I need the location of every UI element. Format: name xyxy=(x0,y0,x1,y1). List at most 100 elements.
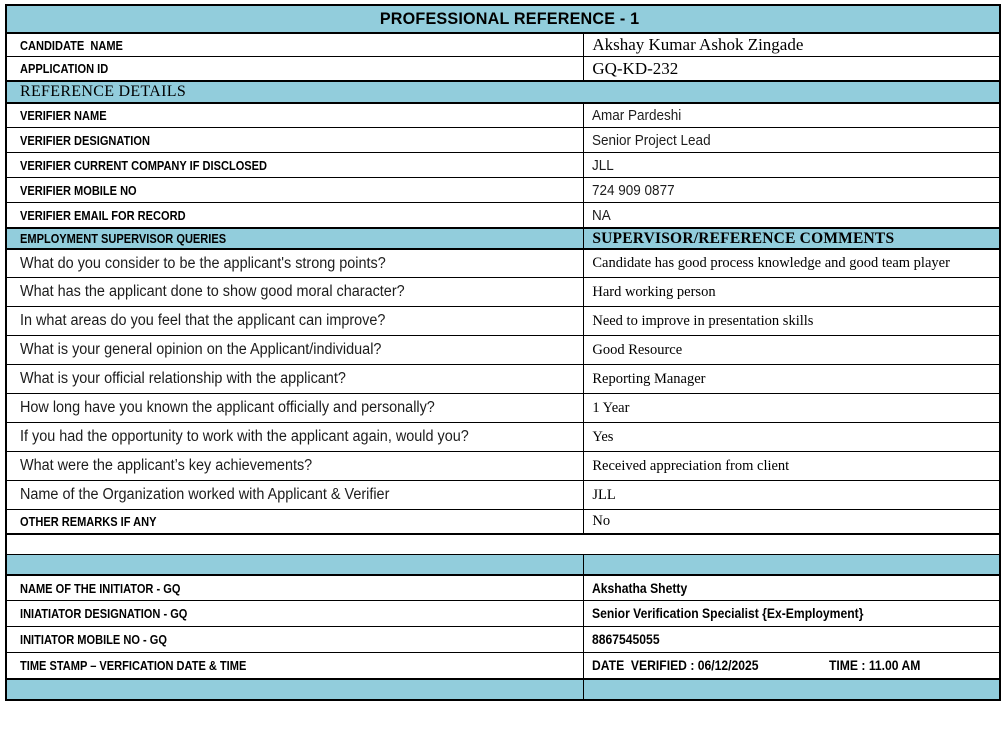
application-id-value: GQ-KD-232 xyxy=(592,58,679,78)
field-label-cell: NAME OF THE INITIATOR - GQ xyxy=(7,576,585,600)
other-remarks-value-cell: No xyxy=(584,510,999,533)
reference-details-section-title: REFERENCE DETAILS xyxy=(20,83,187,100)
answer-cell: Candidate has good process knowledge and… xyxy=(584,250,999,277)
application-id-row: APPLICATION ID GQ-KD-232 xyxy=(7,56,999,80)
question-cell: Name of the Organization worked with App… xyxy=(7,481,585,509)
verifier-mobile-row: VERIFIER MOBILE NO 724 909 0877 xyxy=(7,177,999,202)
other-remarks-row: OTHER REMARKS IF ANY No xyxy=(7,509,999,533)
form-title: PROFESSIONAL REFERENCE - 1 xyxy=(379,9,640,28)
qa-row: Name of the Organization worked with App… xyxy=(7,480,999,509)
answer-cell: Good Resource xyxy=(584,336,999,364)
question-cell: What is your general opinion on the Appl… xyxy=(7,336,585,364)
bottom-blue-left-cell xyxy=(7,680,585,699)
question-cell: How long have you known the applicant of… xyxy=(7,394,585,422)
application-id-value-cell: GQ-KD-232 xyxy=(584,57,999,80)
question-cell: What do you consider to be the applicant… xyxy=(7,250,585,277)
verifier-name-value: Amar Pardeshi xyxy=(592,107,682,124)
qa-row: What has the applicant done to show good… xyxy=(7,277,999,306)
field-value-cell: JLL xyxy=(584,153,999,177)
form-title-row: PROFESSIONAL REFERENCE - 1 xyxy=(7,6,999,32)
candidate-name-label: CANDIDATE NAME xyxy=(20,37,123,53)
answer-cell: Received appreciation from client xyxy=(584,452,999,480)
field-value-cell: Senior Verification Specialist {Ex-Emplo… xyxy=(584,601,999,626)
application-id-label: APPLICATION ID xyxy=(20,61,109,76)
question-text: What is your general opinion on the Appl… xyxy=(20,341,382,358)
blue-spacer-left-cell xyxy=(7,555,585,574)
field-label-cell: VERIFIER MOBILE NO xyxy=(7,178,585,202)
field-value-cell: 8867545055 xyxy=(584,627,999,652)
initiator-mobile-value: 8867545055 xyxy=(592,632,660,647)
question-text: What were the applicant’s key achievemen… xyxy=(20,457,313,474)
answer-cell: Need to improve in presentation skills xyxy=(584,307,999,335)
field-label-cell: VERIFIER DESIGNATION xyxy=(7,128,585,152)
initiator-designation-label: INIATIATOR DESIGNATION - GQ xyxy=(20,606,188,621)
verifier-mobile-label: VERIFIER MOBILE NO xyxy=(20,182,137,198)
field-value-cell: NA xyxy=(584,203,999,227)
answer-text: Good Resource xyxy=(592,341,683,358)
qa-row: In what areas do you feel that the appli… xyxy=(7,306,999,335)
qa-row: How long have you known the applicant of… xyxy=(7,393,999,422)
qa-row: What were the applicant’s key achievemen… xyxy=(7,451,999,480)
question-text: In what areas do you feel that the appli… xyxy=(20,312,386,329)
answer-text: Reporting Manager xyxy=(592,370,706,387)
field-label-cell: INIATIATOR DESIGNATION - GQ xyxy=(7,601,585,626)
bottom-blue-row xyxy=(7,678,999,699)
timestamp-label-cell: TIME STAMP – VERFICATION DATE & TIME xyxy=(7,653,585,678)
timestamp-label: TIME STAMP – VERFICATION DATE & TIME xyxy=(20,658,247,673)
question-text: How long have you known the applicant of… xyxy=(20,399,435,416)
field-label-cell: INITIATOR MOBILE NO - GQ xyxy=(7,627,585,652)
initiator-designation-row: INIATIATOR DESIGNATION - GQ Senior Verif… xyxy=(7,600,999,626)
blank-spacer-row xyxy=(7,533,999,554)
field-value-cell: Akshatha Shetty xyxy=(584,576,999,600)
answer-text: Hard working person xyxy=(592,283,716,300)
queries-header-row: EMPLOYMENT SUPERVISOR QUERIES SUPERVISOR… xyxy=(7,227,999,248)
question-text: What has the applicant done to show good… xyxy=(20,283,405,300)
initiator-name-value: Akshatha Shetty xyxy=(592,580,688,596)
answer-text: Need to improve in presentation skills xyxy=(592,312,814,329)
other-remarks-label: OTHER REMARKS IF ANY xyxy=(20,514,157,529)
verifier-name-row: VERIFIER NAME Amar Pardeshi xyxy=(7,102,999,127)
question-text: What is your official relationship with … xyxy=(20,370,346,387)
answer-cell: Reporting Manager xyxy=(584,365,999,393)
question-cell: What has the applicant done to show good… xyxy=(7,278,585,306)
field-value-cell: Senior Project Lead xyxy=(584,128,999,152)
question-text: Name of the Organization worked with App… xyxy=(20,486,390,503)
queries-header-left: EMPLOYMENT SUPERVISOR QUERIES xyxy=(20,231,227,246)
question-cell: What were the applicant’s key achievemen… xyxy=(7,452,585,480)
answer-text: 1 Year xyxy=(592,399,630,416)
answer-text: Candidate has good process knowledge and… xyxy=(592,255,950,271)
field-value-cell: Amar Pardeshi xyxy=(584,104,999,127)
question-cell: What is your official relationship with … xyxy=(7,365,585,393)
timestamp-value-cell: DATE VERIFIED : 06/12/2025 TIME : 11.00 … xyxy=(584,653,999,678)
timestamp-date-value: DATE VERIFIED : 06/12/2025 xyxy=(592,658,759,673)
other-remarks-label-cell: OTHER REMARKS IF ANY xyxy=(7,510,585,533)
timestamp-time-value: TIME : 11.00 AM xyxy=(829,658,921,673)
candidate-name-label-cell: CANDIDATE NAME xyxy=(7,34,585,56)
answer-text: Yes xyxy=(592,428,614,445)
verifier-designation-row: VERIFIER DESIGNATION Senior Project Lead xyxy=(7,127,999,152)
other-remarks-value: No xyxy=(592,513,611,529)
qa-row: What is your general opinion on the Appl… xyxy=(7,335,999,364)
verifier-designation-value: Senior Project Lead xyxy=(592,131,711,149)
queries-header-left-cell: EMPLOYMENT SUPERVISOR QUERIES xyxy=(7,229,585,248)
initiator-name-label: NAME OF THE INITIATOR - GQ xyxy=(20,580,181,596)
verifier-company-row: VERIFIER CURRENT COMPANY IF DISCLOSED JL… xyxy=(7,152,999,177)
verifier-email-value: NA xyxy=(592,206,612,224)
answer-cell: 1 Year xyxy=(584,394,999,422)
field-label-cell: VERIFIER EMAIL FOR RECORD xyxy=(7,203,585,227)
candidate-name-value: Akshay Kumar Ashok Zingade xyxy=(592,35,804,54)
verifier-email-label: VERIFIER EMAIL FOR RECORD xyxy=(20,207,186,223)
reference-details-section-cell: REFERENCE DETAILS xyxy=(7,82,999,102)
question-text: If you had the opportunity to work with … xyxy=(20,428,469,445)
candidate-name-row: CANDIDATE NAME Akshay Kumar Ashok Zingad… xyxy=(7,32,999,56)
answer-cell: JLL xyxy=(584,481,999,509)
verifier-designation-label: VERIFIER DESIGNATION xyxy=(20,132,150,148)
question-cell: In what areas do you feel that the appli… xyxy=(7,307,585,335)
answer-text: Received appreciation from client xyxy=(592,457,790,474)
verifier-name-label: VERIFIER NAME xyxy=(20,108,107,123)
answer-cell: Hard working person xyxy=(584,278,999,306)
bottom-blue-right-cell xyxy=(584,680,999,699)
question-cell: If you had the opportunity to work with … xyxy=(7,423,585,451)
answer-text: JLL xyxy=(592,486,616,503)
qa-row: If you had the opportunity to work with … xyxy=(7,422,999,451)
